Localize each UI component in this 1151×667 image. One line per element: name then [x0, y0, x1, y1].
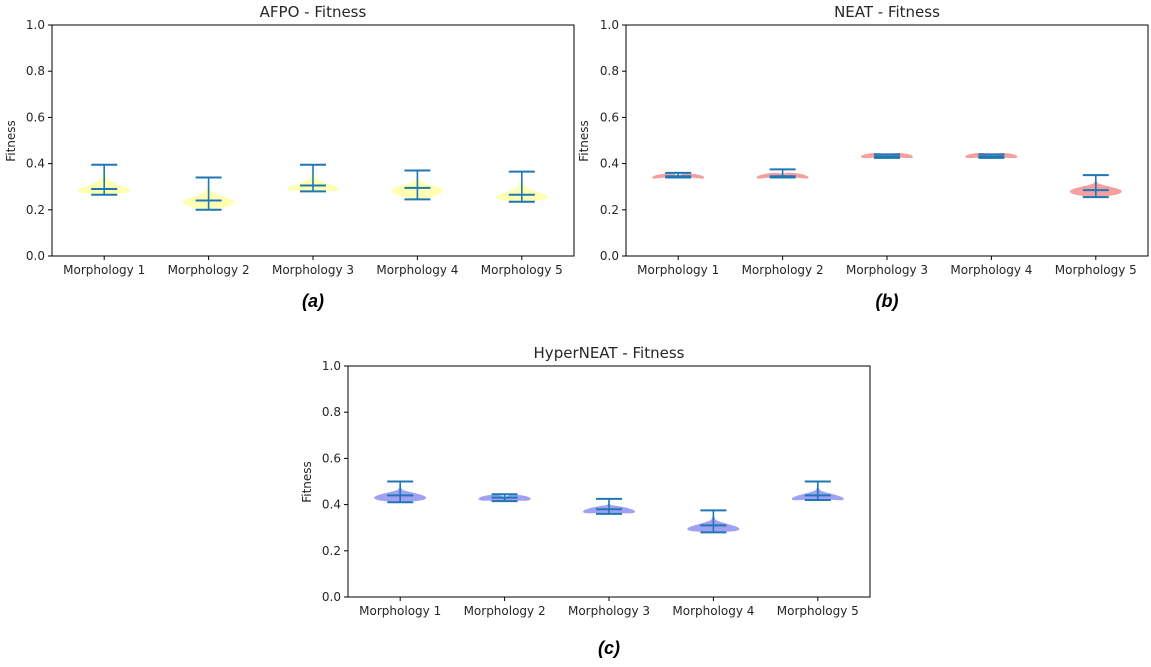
violin-group [583, 497, 635, 515]
chart-title-c: HyperNEAT - Fitness [534, 344, 685, 362]
y-axis-label-b: Fitness [577, 120, 591, 162]
chart-title-a: AFPO - Fitness [260, 3, 367, 21]
y-tick-label: 0.6 [322, 451, 341, 465]
y-tick-label: 0.4 [600, 157, 619, 171]
violin-group [374, 480, 427, 504]
x-tick-label: Morphology 3 [568, 604, 650, 618]
y-tick-label: 0.0 [600, 249, 619, 263]
chart-panel-b: NEAT - Fitness Fitness 0.0 0.2 0.4 0.6 0.8 1.… [577, 3, 1149, 311]
violin-group [182, 176, 235, 211]
plot-area-a [51, 24, 575, 257]
y-tick-label: 0.2 [600, 203, 619, 217]
y-tick-label: 0.8 [26, 64, 45, 78]
violin-group [965, 152, 1018, 159]
y-tick-label: 1.0 [26, 18, 45, 32]
x-ticks-c: Morphology 1 Morphology 2 Morphology 3 Morp… [359, 597, 859, 618]
y-tick-label: 0.6 [26, 110, 45, 124]
y-tick-label: 0.2 [26, 203, 45, 217]
x-tick-label: Morphology 1 [359, 604, 441, 618]
chart-panel-a: AFPO - Fitness Fitness 0.0 0.2 0.4 0.6 0.8 1.… [4, 3, 575, 311]
violin-group [756, 168, 809, 179]
x-tick-label: Morphology 2 [742, 263, 824, 277]
y-tick-label: 0.4 [26, 157, 45, 171]
x-tick-label: Morphology 1 [63, 263, 145, 277]
violin-group [391, 169, 444, 201]
violin-group [78, 163, 131, 196]
violins-c [374, 480, 844, 534]
x-tick-label: Morphology 1 [637, 263, 719, 277]
y-axis-label-c: Fitness [300, 461, 314, 503]
x-tick-label: Morphology 4 [672, 604, 754, 618]
violin-group [1069, 174, 1122, 199]
violin-group [861, 152, 913, 159]
violins-a [78, 163, 548, 211]
y-tick-label: 0.6 [600, 110, 619, 124]
caption-c: (c) [598, 638, 620, 658]
x-tick-label: Morphology 5 [777, 604, 859, 618]
y-tick-label: 0.0 [322, 590, 341, 604]
x-tick-label: Morphology 5 [1055, 263, 1137, 277]
violin-group [495, 170, 548, 203]
x-tick-label: Morphology 3 [846, 263, 928, 277]
caption-b: (b) [876, 291, 899, 311]
x-tick-label: Morphology 2 [464, 604, 546, 618]
violin-group [652, 171, 705, 179]
y-tick-label: 0.8 [600, 64, 619, 78]
y-tick-label: 1.0 [600, 18, 619, 32]
y-axis-label-a: Fitness [4, 120, 18, 162]
plot-area-b [625, 24, 1149, 257]
violin-group [791, 480, 844, 501]
x-tick-label: Morphology 5 [481, 263, 563, 277]
y-tick-label: 1.0 [322, 359, 341, 373]
y-ticks-a: 0.0 0.2 0.4 0.6 0.8 1.0 [26, 18, 52, 263]
plot-area-c [347, 365, 871, 598]
x-tick-label: Morphology 4 [376, 263, 458, 277]
y-tick-label: 0.8 [322, 405, 341, 419]
x-ticks-b: Morphology 1 Morphology 2 Morphology 3 Morp… [637, 256, 1137, 277]
y-ticks-c: 0.0 0.2 0.4 0.6 0.8 1.0 [322, 359, 348, 604]
x-tick-label: Morphology 4 [950, 263, 1032, 277]
violin-group [287, 163, 339, 193]
chart-title-b: NEAT - Fitness [834, 3, 940, 21]
x-tick-label: Morphology 2 [168, 263, 250, 277]
y-tick-label: 0.0 [26, 249, 45, 263]
y-ticks-b: 0.0 0.2 0.4 0.6 0.8 1.0 [600, 18, 626, 263]
caption-a: (a) [302, 291, 324, 311]
x-ticks-a: Morphology 1 Morphology 2 Morphology 3 Morp… [63, 256, 563, 277]
x-tick-label: Morphology 3 [272, 263, 354, 277]
violins-b [652, 152, 1122, 199]
y-tick-label: 0.4 [322, 498, 341, 512]
chart-panel-c: HyperNEAT - Fitness Fitness 0.0 0.2 0.4 0.6… [300, 344, 871, 658]
violin-group [478, 493, 531, 503]
violin-group [687, 509, 740, 534]
violin-body [478, 494, 531, 502]
y-tick-label: 0.2 [322, 544, 341, 558]
